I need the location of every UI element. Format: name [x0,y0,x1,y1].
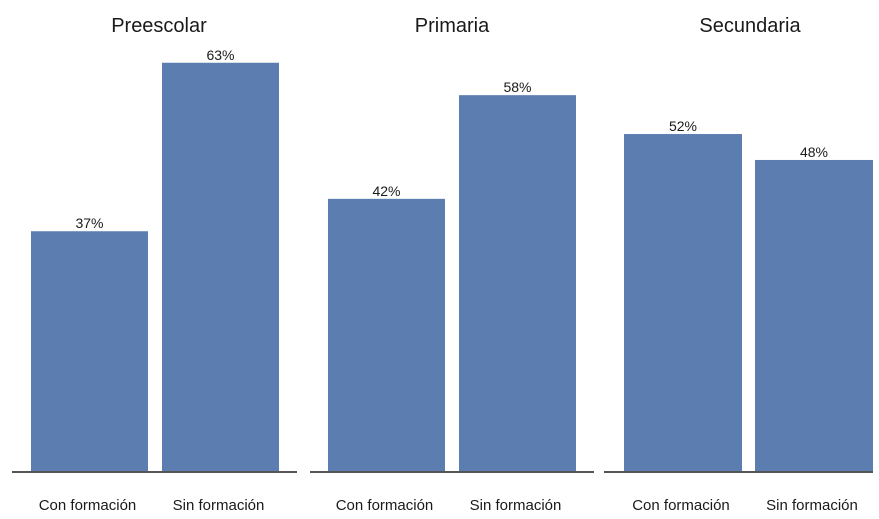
category-label: Sin formación [470,497,562,514]
chart-panel-2: Secundaria 52% Con formación 48% Sin formaci… [604,15,873,514]
bar-con-formacion [328,198,445,471]
category-label: Con formación [632,497,730,514]
data-label: 52% [669,118,697,134]
chart-title: Primaria [415,15,490,37]
bar-sin-formacion [162,62,279,471]
bar-con-formacion [624,134,742,472]
bar-sin-formacion [459,95,576,471]
chart-title: Preescolar [111,15,207,37]
chart-panel-1: Primaria 42% Con formación 58% Sin formación [310,15,594,514]
data-label: 42% [372,183,400,199]
chart-panel-0: Preescolar 37% Con formación 63% Sin formaci… [12,15,297,514]
bar-con-formacion [31,231,148,471]
category-label: Sin formación [173,497,265,514]
chart-title: Secundaria [699,15,801,37]
data-label: 58% [503,79,531,95]
category-label: Con formación [336,497,434,514]
category-label: Con formación [39,497,137,514]
bar-sin-formacion [755,159,873,471]
data-label: 48% [800,144,828,160]
category-label: Sin formación [766,497,858,514]
data-label: 37% [75,215,103,231]
data-label: 63% [206,47,234,63]
